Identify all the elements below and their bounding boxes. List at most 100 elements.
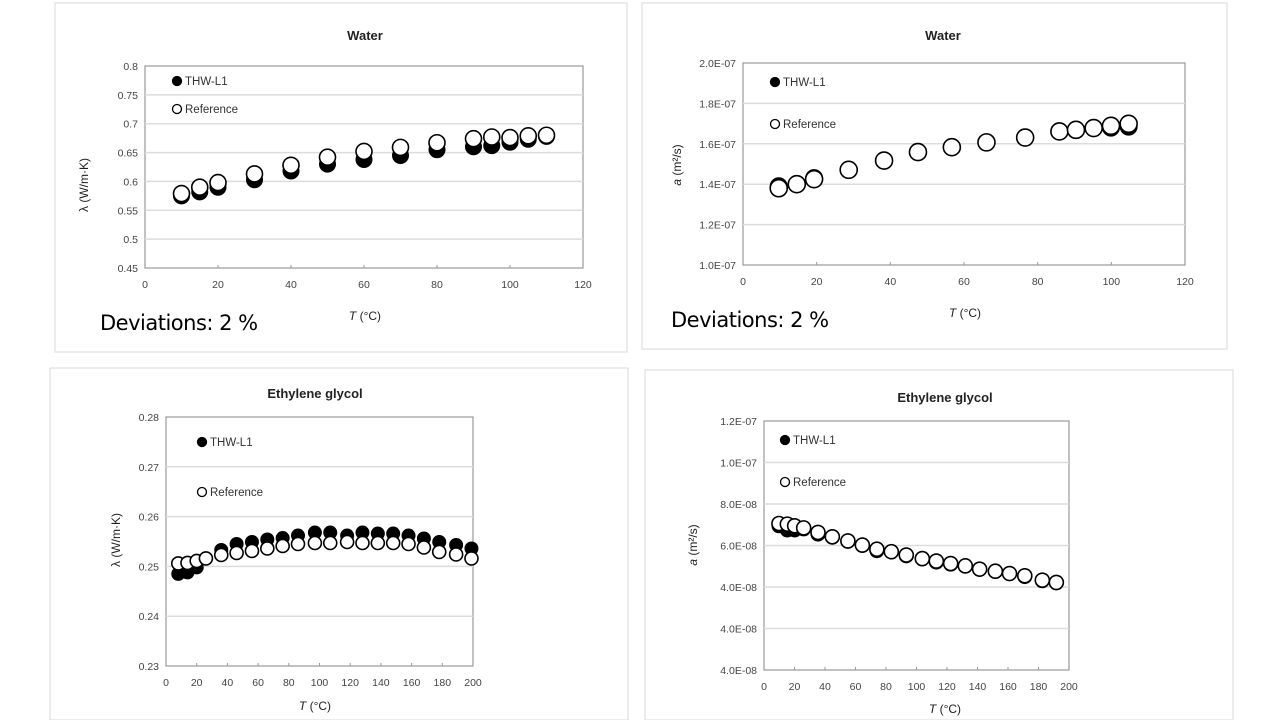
y-tick-label: 0.25 xyxy=(139,561,160,573)
y-tick-label: 1.2E-07 xyxy=(699,220,736,232)
x-tick-label: 100 xyxy=(311,677,329,689)
legend-label: THW-L1 xyxy=(185,76,228,88)
legend-marker xyxy=(171,103,183,115)
x-tick-label: 0 xyxy=(761,681,767,693)
legend-label: THW-L1 xyxy=(783,77,826,89)
reference-point xyxy=(839,160,859,180)
reference-point xyxy=(209,173,227,192)
x-axis-unit: (°C) xyxy=(356,309,381,323)
reference-point xyxy=(213,547,229,563)
reference-point xyxy=(370,535,386,551)
y-tick-label: 0.55 xyxy=(118,205,139,217)
legend-marker xyxy=(779,434,791,446)
legend-label: Reference xyxy=(783,119,836,131)
y-axis-label: a (m²/s) xyxy=(686,524,700,565)
x-axis-variable: T xyxy=(929,702,938,716)
y-tick-label: 0.26 xyxy=(139,512,160,524)
legend-label: Reference xyxy=(793,477,846,489)
x-tick-label: 200 xyxy=(464,677,482,689)
y-tick-label: 4.0E-08 xyxy=(720,624,757,636)
reference-point xyxy=(840,533,856,549)
x-tick-label: 60 xyxy=(252,677,264,689)
x-tick-label: 20 xyxy=(811,276,823,288)
y-tick-label: 6.0E-08 xyxy=(720,541,757,553)
legend-label: THW-L1 xyxy=(793,435,836,447)
reference-point xyxy=(1119,114,1138,134)
y-tick-label: 0.7 xyxy=(123,119,138,131)
x-tick-label: 80 xyxy=(431,279,443,291)
x-tick-label: 0 xyxy=(163,677,169,689)
x-tick-label: 40 xyxy=(819,681,831,693)
reference-point xyxy=(1034,572,1051,588)
reference-point xyxy=(804,169,824,189)
y-tick-label: 0.24 xyxy=(139,611,160,623)
reference-point xyxy=(482,128,501,146)
reference-point xyxy=(769,178,789,198)
reference-point xyxy=(275,538,290,554)
x-tick-label: 0 xyxy=(740,276,746,288)
y-tick-label: 0.28 xyxy=(139,412,160,424)
y-axis-label: λ (W/m·K) xyxy=(77,158,91,212)
legend-marker xyxy=(196,436,208,448)
reference-point xyxy=(245,165,264,183)
chart-4: Ethylene glycol 4.0E-08 4.0E-08 4.0E-08 6.0E… xyxy=(644,369,1234,721)
x-axis-label: T (°C) xyxy=(949,306,981,320)
y-tick-label: 1.4E-07 xyxy=(699,179,736,191)
reference-point xyxy=(428,133,446,152)
legend-label: THW-L1 xyxy=(210,437,253,449)
y-axis-label: a (m²/s) xyxy=(670,144,684,185)
legend-label: Reference xyxy=(210,487,263,499)
y-tick-label: 0.23 xyxy=(139,661,160,673)
y-axis-label: λ (W/m·K) xyxy=(109,513,123,567)
plot-area xyxy=(742,62,1186,266)
x-tick-label: 140 xyxy=(969,681,987,693)
legend-label: Reference xyxy=(185,104,238,116)
reference-point xyxy=(318,148,337,166)
x-axis-variable: T xyxy=(949,306,958,320)
chart-title: Water xyxy=(347,28,383,43)
x-tick-label: 140 xyxy=(372,677,390,689)
y-tick-label: 0.27 xyxy=(139,462,160,474)
reference-point xyxy=(260,541,275,556)
chart-title: Ethylene glycol xyxy=(897,390,992,405)
reference-point xyxy=(290,536,306,552)
y-tick-label: 1.0E-07 xyxy=(720,458,757,470)
x-axis-label: T (°C) xyxy=(349,309,381,323)
y-tick-label: 0.65 xyxy=(118,148,139,160)
legend-marker xyxy=(171,75,183,87)
x-tick-label: 160 xyxy=(403,677,421,689)
x-axis-variable: T xyxy=(299,699,308,713)
x-tick-label: 40 xyxy=(285,279,297,291)
x-tick-label: 40 xyxy=(222,677,234,689)
y-tick-label: 8.0E-08 xyxy=(720,499,757,511)
reference-point xyxy=(1016,567,1033,584)
reference-point xyxy=(537,126,556,145)
x-tick-label: 80 xyxy=(880,681,892,693)
x-tick-label: 160 xyxy=(999,681,1017,693)
reference-point xyxy=(1050,122,1069,141)
reference-point xyxy=(464,551,479,566)
reference-point xyxy=(322,535,338,551)
y-axis-variable: a xyxy=(686,559,700,566)
reference-point xyxy=(1084,118,1103,138)
reference-point xyxy=(431,544,447,560)
legend-marker xyxy=(769,76,781,88)
x-axis-label: T (°C) xyxy=(929,702,961,716)
y-axis-unit: (m²/s) xyxy=(686,524,700,559)
reference-point xyxy=(942,137,962,157)
series-reference xyxy=(172,126,556,203)
legend-marker xyxy=(769,118,781,130)
x-tick-label: 60 xyxy=(850,681,862,693)
reference-point xyxy=(787,174,807,194)
y-tick-label: 4.0E-08 xyxy=(720,665,757,677)
x-tick-label: 120 xyxy=(1176,276,1194,288)
y-tick-label: 1.2E-07 xyxy=(720,416,757,428)
y-tick-label: 0.5 xyxy=(123,234,138,246)
series-reference xyxy=(771,515,1065,591)
x-tick-label: 80 xyxy=(283,677,295,689)
reference-point xyxy=(1048,574,1065,591)
x-tick-label: 80 xyxy=(1032,276,1044,288)
reference-point xyxy=(971,561,988,577)
chart-2: Water 1.0E-07 1.2E-07 1.4E-07 1.6E-07 1.8E-07… xyxy=(641,2,1228,350)
